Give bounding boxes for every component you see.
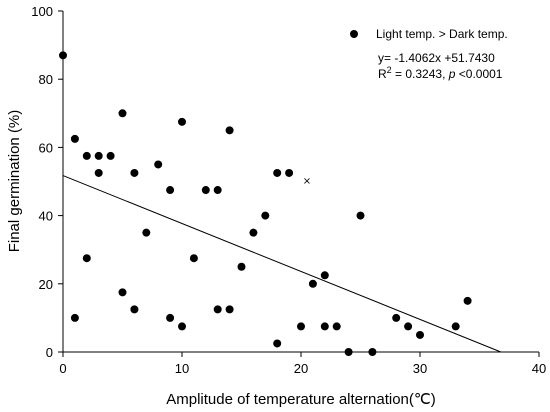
y-tick-label: 40	[39, 209, 53, 224]
data-point	[154, 160, 163, 169]
regression-annotation: y= -1.4062x +51.7430 R2 = 0.3243, p <0.0…	[378, 51, 503, 81]
r-superscript: 2	[387, 65, 392, 75]
data-point	[404, 322, 413, 331]
data-point	[118, 288, 127, 297]
data-points	[59, 51, 472, 356]
data-point	[189, 254, 198, 263]
data-point	[392, 313, 401, 322]
y-tick-label: 60	[39, 140, 53, 155]
data-point	[320, 322, 329, 331]
x-tick-label: 40	[532, 361, 546, 376]
y-tick-label: 0	[46, 345, 53, 360]
legend-label: Light temp. > Dark temp.	[376, 27, 508, 41]
data-point	[178, 322, 186, 331]
x-tick-label: 30	[413, 361, 427, 376]
r-symbol: R	[378, 67, 387, 81]
x-ticks: 0 10 20 30 40	[59, 352, 546, 376]
data-point	[308, 279, 317, 288]
data-point	[82, 151, 91, 160]
data-point	[201, 186, 210, 195]
data-point	[166, 313, 175, 322]
p-value: <0.0001	[455, 67, 502, 81]
y-axis-title: Final germination (%)	[6, 110, 23, 253]
regression-equation: y= -1.4062x +51.7430	[378, 51, 495, 65]
data-point	[225, 305, 234, 314]
data-point	[261, 211, 270, 220]
data-point	[94, 168, 103, 177]
data-point	[368, 348, 377, 356]
data-point	[130, 305, 139, 314]
data-point	[237, 262, 246, 271]
x-tick-label: 20	[294, 361, 308, 376]
legend: Light temp. > Dark temp.	[350, 27, 508, 41]
data-point	[130, 168, 139, 177]
y-ticks: 0 20 40 60 80 100	[31, 4, 63, 360]
data-point	[70, 134, 79, 143]
data-point	[166, 186, 175, 195]
data-point	[94, 151, 103, 160]
data-point	[332, 322, 341, 331]
data-point	[142, 228, 151, 237]
data-point	[344, 348, 353, 356]
data-point	[297, 322, 305, 331]
data-point	[213, 305, 222, 314]
y-tick-label: 80	[39, 72, 53, 87]
axes: 0 10 20 30 40 0 20 40 60 80 100	[31, 4, 546, 376]
data-point	[213, 186, 222, 195]
data-point	[356, 211, 365, 220]
x-tick-label: 10	[175, 361, 189, 376]
data-point	[285, 168, 294, 177]
outlier-group: ×	[303, 176, 311, 187]
data-point	[59, 51, 67, 60]
data-point	[273, 168, 282, 177]
regression-line	[62, 175, 502, 353]
x-tick-label: 0	[59, 361, 66, 376]
p-symbol: p	[448, 67, 456, 81]
data-point	[82, 254, 91, 263]
legend-marker	[350, 30, 358, 38]
data-point	[118, 109, 127, 118]
data-point	[225, 126, 234, 135]
data-point	[320, 271, 329, 280]
y-tick-label: 20	[39, 277, 53, 292]
r-squared-value: = 0.3243,	[392, 67, 449, 81]
x-axis-title: Amplitude of temperature alternation(℃)	[166, 391, 435, 408]
r-squared-label: R2 = 0.3243, p <0.0001	[378, 65, 503, 81]
data-point	[463, 296, 472, 305]
regression-group	[62, 175, 502, 353]
data-point	[416, 330, 424, 339]
data-point	[70, 313, 79, 322]
y-tick-label: 100	[31, 4, 53, 19]
data-point	[106, 151, 115, 160]
data-point	[249, 228, 258, 237]
cross-marker: ×	[303, 176, 311, 187]
data-point	[451, 322, 460, 331]
data-point	[273, 339, 282, 348]
data-point	[178, 117, 186, 126]
